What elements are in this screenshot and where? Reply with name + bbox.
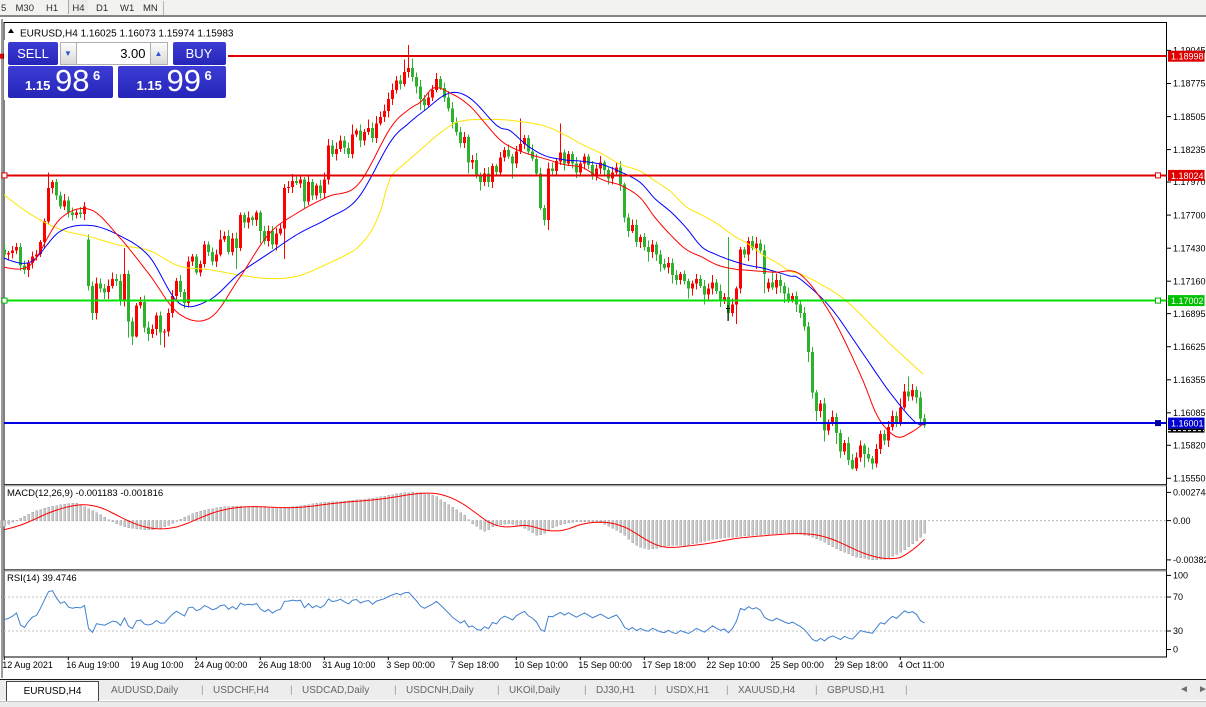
svg-text:3 Sep 00:00: 3 Sep 00:00 [386,660,435,670]
svg-text:MACD(12,26,9) -0.001183 -0.001: MACD(12,26,9) -0.001183 -0.001816 [7,488,163,499]
svg-text:26 Aug 18:00: 26 Aug 18:00 [258,660,311,670]
svg-text:1.18024: 1.18024 [1171,171,1204,181]
svg-text:1.17700: 1.17700 [1173,210,1206,220]
svg-text:7 Sep 18:00: 7 Sep 18:00 [450,660,499,670]
svg-text:0.00: 0.00 [1173,516,1191,526]
svg-text:1.17002: 1.17002 [1171,296,1204,306]
svg-text:EURUSD,H4 1.16025 1.16073 1.1: EURUSD,H4 1.16025 1.16073 1.15974 1.1598… [20,29,234,40]
svg-text:1.18235: 1.18235 [1173,145,1206,155]
svg-text:10 Sep 10:00: 10 Sep 10:00 [514,660,568,670]
svg-text:22 Sep 10:00: 22 Sep 10:00 [706,660,760,670]
svg-text:1.18998: 1.18998 [1171,52,1204,62]
svg-text:1.15550: 1.15550 [1173,474,1206,484]
svg-text:0: 0 [1173,645,1178,655]
svg-text:16 Aug 19:00: 16 Aug 19:00 [66,660,119,670]
svg-text:1.15820: 1.15820 [1173,441,1206,451]
svg-text:1.16001: 1.16001 [1171,419,1204,429]
svg-text:1.17970: 1.17970 [1173,177,1206,187]
svg-text:RSI(14) 39.4746: RSI(14) 39.4746 [7,573,77,584]
svg-text:24 Aug 00:00: 24 Aug 00:00 [194,660,247,670]
svg-text:25 Sep 00:00: 25 Sep 00:00 [770,660,824,670]
svg-text:12 Aug 2021: 12 Aug 2021 [2,660,53,670]
svg-text:4 Oct 11:00: 4 Oct 11:00 [898,660,944,670]
svg-text:100: 100 [1173,571,1188,581]
svg-text:1.18505: 1.18505 [1173,112,1206,122]
svg-text:1.17160: 1.17160 [1173,276,1206,286]
svg-text:1.16625: 1.16625 [1173,342,1206,352]
svg-text:1.16085: 1.16085 [1173,408,1206,418]
svg-text:30: 30 [1173,626,1183,636]
svg-text:1.19045: 1.19045 [1173,46,1206,56]
svg-text:1.16895: 1.16895 [1173,309,1206,319]
svg-text:1.17430: 1.17430 [1173,243,1206,253]
svg-text:-0.00382: -0.00382 [1173,555,1206,565]
svg-text:1.18775: 1.18775 [1173,79,1206,89]
svg-text:70: 70 [1173,592,1183,602]
svg-text:17 Sep 18:00: 17 Sep 18:00 [642,660,696,670]
svg-text:1.16355: 1.16355 [1173,375,1206,385]
svg-text:19 Aug 10:00: 19 Aug 10:00 [130,660,183,670]
svg-text:0.002744: 0.002744 [1173,488,1206,498]
svg-text:31 Aug 10:00: 31 Aug 10:00 [322,660,375,670]
svg-text:15 Sep 00:00: 15 Sep 00:00 [578,660,632,670]
svg-text:29 Sep 18:00: 29 Sep 18:00 [834,660,888,670]
